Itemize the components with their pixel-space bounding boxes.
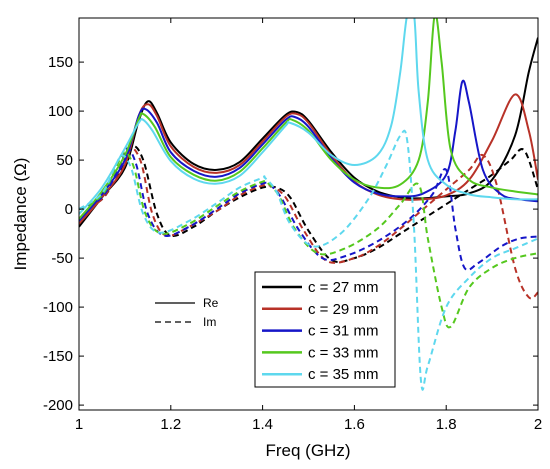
series-2-im-line: [79, 146, 538, 300]
series-legend: c = 27 mm c = 29 mm c = 31 mm c = 33 mm c = …: [254, 271, 396, 388]
y-tick-label: 0: [65, 201, 73, 218]
legend-label-3: c = 31 mm: [308, 323, 378, 340]
x-tick-label: 2: [534, 416, 542, 433]
y-tick-label: 50: [56, 152, 73, 169]
y-tick-label: -50: [51, 250, 73, 267]
plot-frame: [78, 17, 539, 411]
y-axis: -200 -150 -100 -50 0 50 100 150: [43, 54, 538, 414]
x-tick-label: 1.6: [344, 416, 365, 433]
legend-label-2: c = 29 mm: [308, 301, 378, 318]
y-tick-label: -200: [43, 397, 73, 414]
series-4-im-line: [79, 151, 538, 329]
x-tick-label: 1.2: [160, 416, 181, 433]
series-3-im-line: [79, 147, 538, 272]
x-tick-label: 1.4: [252, 416, 273, 433]
y-tick-label: -150: [43, 348, 73, 365]
style-legend-im-label: Im: [203, 315, 216, 329]
x-axis-label: Freq (GHz): [266, 441, 351, 460]
y-tick-label: 150: [48, 54, 73, 71]
line-style-legend: Re Im: [155, 296, 219, 329]
style-legend-re-label: Re: [203, 296, 219, 310]
x-tick-label: 1: [75, 416, 83, 433]
legend-label-1: c = 27 mm: [308, 279, 378, 296]
x-axis: 1 1.2 1.4 1.6 1.8 2: [75, 18, 542, 433]
y-axis-label: Impedance (Ω): [11, 158, 30, 271]
y-tick-label: 100: [48, 103, 73, 120]
data-curves: [79, 18, 538, 391]
legend-label-4: c = 33 mm: [308, 344, 378, 361]
x-tick-label: 1.8: [436, 416, 457, 433]
legend-label-5: c = 35 mm: [308, 366, 378, 383]
series-5-re-line: [79, 18, 538, 215]
y-tick-label: -100: [43, 299, 73, 316]
series-1-im-line: [79, 145, 538, 263]
series-3-re-line: [79, 79, 538, 222]
